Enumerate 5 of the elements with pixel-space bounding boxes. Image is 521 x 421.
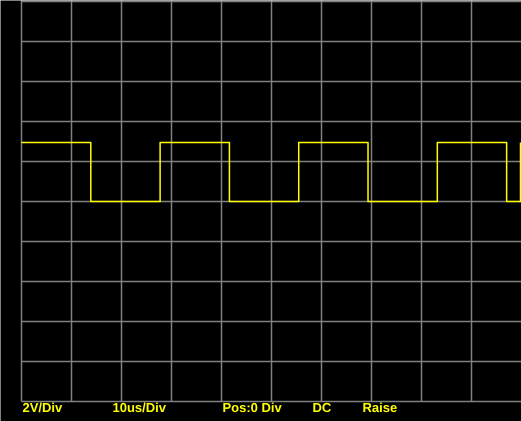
- text: Raise: [362, 400, 398, 415]
- text: DC: [312, 400, 332, 415]
- text: 2V/Div: [22, 400, 64, 415]
- text: Pos:0 Div: [222, 400, 283, 415]
- text: 10us/Div: [112, 400, 167, 415]
